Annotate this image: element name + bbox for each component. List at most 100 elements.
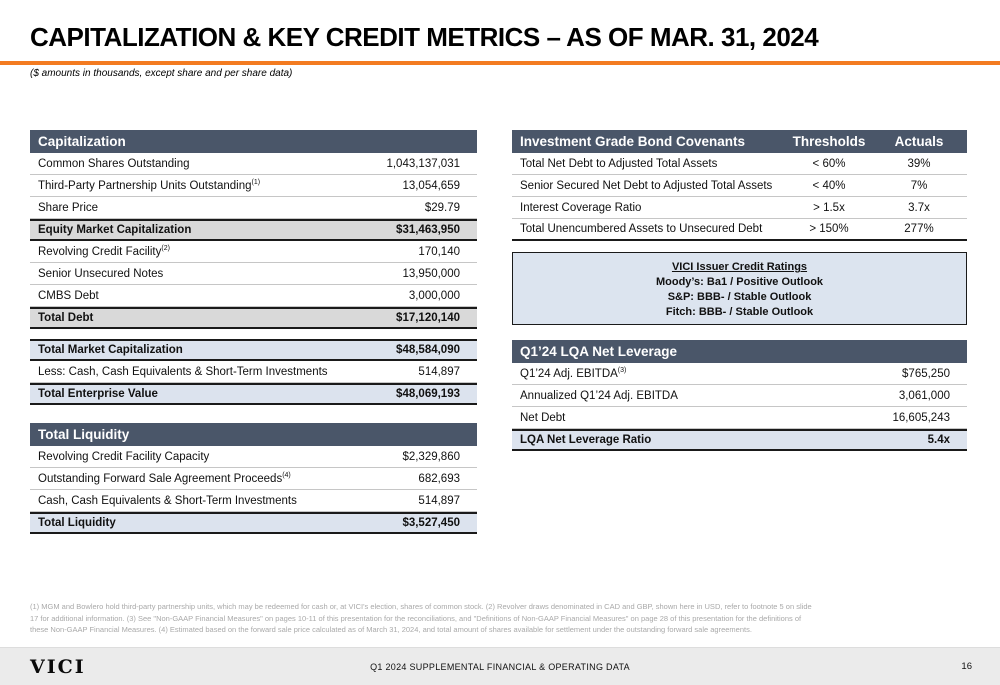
row-value: $31,463,950 [396,224,460,236]
spacer [30,405,477,423]
table-row-subtotal: Equity Market Capitalization $31,463,950 [30,219,477,241]
row-label: Less: Cash, Cash Equivalents & Short-Ter… [38,365,328,378]
row-value: 170,140 [418,245,460,258]
spacer [30,329,477,339]
row-label: Common Shares Outstanding [38,157,190,170]
row-actual: 39% [907,157,931,170]
covenants-title: Investment Grade Bond Covenants [520,134,746,149]
footnote-marker: (2) [161,244,170,252]
row-label: CMBS Debt [38,289,99,302]
row-threshold: < 40% [812,179,846,192]
row-value: 1,043,137,031 [386,157,460,170]
row-value: $765,250 [902,367,950,380]
capitalization-table-header: Capitalization [30,130,477,153]
footnote-marker: (1) [251,178,261,186]
row-threshold: > 150% [809,223,849,235]
row-threshold: > 1.5x [813,201,845,214]
subtitle-note: ($ amounts in thousands, except share an… [30,68,293,79]
table-row-subtotal: Total Debt $17,120,140 [30,307,477,329]
row-label: Total Net Debt to Adjusted Total Assets [520,157,718,170]
table-row: Q1’24 Adj. EBITDA(3) $765,250 [512,363,967,385]
row-actual: 3.7x [908,201,930,214]
left-column: Capitalization Common Shares Outstanding… [30,130,477,534]
row-value: $17,120,140 [396,312,460,324]
ratings-title: VICI Issuer Credit Ratings [671,261,808,273]
table-row: Senior Unsecured Notes 13,950,000 [30,263,477,285]
footnote-line: these Non-GAAP Financial Measures. (4) E… [30,625,752,634]
table-row: Share Price $29.79 [30,197,477,219]
table-row: Revolving Credit Facility Capacity $2,32… [30,446,477,468]
row-label: Net Debt [520,411,566,424]
table-row: Total Unencumbered Assets to Unsecured D… [512,219,967,241]
row-value: $48,584,090 [396,344,460,356]
footer-title: Q1 2024 SUPPLEMENTAL FINANCIAL & OPERATI… [370,661,630,672]
table-row-total: Total Enterprise Value $48,069,193 [30,383,477,405]
row-label: Total Liquidity [38,517,116,529]
row-label: Senior Secured Net Debt to Adjusted Tota… [520,179,773,192]
table-row: Annualized Q1’24 Adj. EBITDA 3,061,000 [512,385,967,407]
row-label: Total Market Capitalization [38,344,183,356]
row-value: 13,950,000 [402,267,460,280]
liquidity-title: Total Liquidity [38,427,130,442]
table-row-total: Total Market Capitalization $48,584,090 [30,339,477,361]
row-value: 13,054,659 [402,179,460,192]
table-row-total: Total Liquidity $3,527,450 [30,512,477,534]
row-label: Senior Unsecured Notes [38,267,164,280]
row-label: Total Debt [38,312,94,324]
footnote-line: (1) MGM and Bowlero hold third-party par… [30,602,812,611]
row-threshold: < 60% [812,157,846,170]
capitalization-title: Capitalization [38,134,126,149]
row-label: Equity Market Capitalization [38,224,192,236]
row-value: 5.4x [927,434,950,446]
row-value: 3,000,000 [408,289,460,302]
row-value: 682,693 [418,472,460,485]
covenants-col-actuals: Actuals [894,134,944,149]
page-number: 16 [961,661,972,672]
table-row: Less: Cash, Cash Equivalents & Short-Ter… [30,361,477,383]
row-label: Revolving Credit Facility Capacity [38,450,210,463]
rating-fitch: Fitch: BBB- / Stable Outlook [665,306,814,318]
row-label: Share Price [38,201,99,214]
row-actual: 277% [904,223,934,235]
credit-ratings-box: VICI Issuer Credit Ratings Moody’s: Ba1 … [512,252,967,325]
table-row: Net Debt 16,605,243 [512,407,967,429]
row-label: LQA Net Leverage Ratio [520,434,652,446]
row-label: Outstanding Forward Sale Agreement Proce… [38,472,283,485]
table-row-total: LQA Net Leverage Ratio 5.4x [512,429,967,451]
vici-logo: VICI [30,655,86,678]
rating-sp: S&P: BBB- / Stable Outlook [667,291,812,303]
table-row: Senior Secured Net Debt to Adjusted Tota… [512,175,967,197]
row-value: $2,329,860 [402,450,460,463]
footnotes: (1) MGM and Bowlero hold third-party par… [30,601,975,636]
row-label: Cash, Cash Equivalents & Short-Term Inve… [38,494,297,507]
right-column: Investment Grade Bond Covenants Threshol… [512,130,967,451]
covenants-table-header: Investment Grade Bond Covenants Threshol… [512,130,967,153]
table-row: Outstanding Forward Sale Agreement Proce… [30,468,477,490]
row-label: Annualized Q1’24 Adj. EBITDA [520,389,678,402]
title-accent-rule [0,61,1000,65]
row-label: Revolving Credit Facility [38,245,162,258]
row-value: $48,069,193 [396,388,460,400]
table-row: CMBS Debt 3,000,000 [30,285,477,307]
table-row: Interest Coverage Ratio > 1.5x 3.7x [512,197,967,219]
footer-bar: Q1 2024 SUPPLEMENTAL FINANCIAL & OPERATI… [0,647,1000,685]
covenants-col-thresholds: Thresholds [792,134,866,149]
row-value: $29.79 [424,201,460,214]
footnote-marker: (3) [617,366,627,374]
row-actual: 7% [910,179,928,192]
footnote-marker: (4) [282,471,291,479]
row-label: Q1’24 Adj. EBITDA [520,367,618,380]
spacer [512,325,967,340]
table-row: Common Shares Outstanding 1,043,137,031 [30,153,477,175]
row-label: Third-Party Partnership Units Outstandin… [38,179,252,192]
row-value: 16,605,243 [892,411,950,424]
table-row: Revolving Credit Facility(2) 170,140 [30,241,477,263]
table-row: Total Net Debt to Adjusted Total Assets … [512,153,967,175]
lqa-table-header: Q1’24 LQA Net Leverage [512,340,967,363]
liquidity-table-header: Total Liquidity [30,423,477,446]
row-label: Total Unencumbered Assets to Unsecured D… [520,223,763,235]
table-row: Cash, Cash Equivalents & Short-Term Inve… [30,490,477,512]
row-value: $3,527,450 [402,517,460,529]
row-label: Total Enterprise Value [38,388,158,400]
